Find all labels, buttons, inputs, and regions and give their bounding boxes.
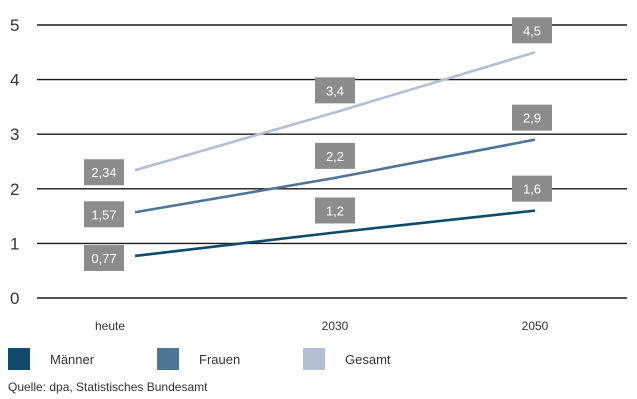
- series-line-0: [134, 209, 536, 258]
- source-note: Quelle: dpa, Statistisches Bundesamt: [8, 380, 208, 394]
- data-label-box: [84, 201, 124, 228]
- data-label-box: [84, 159, 124, 186]
- data-label-box: [315, 197, 355, 224]
- data-label-box: [84, 244, 124, 271]
- y-axis-ticks: 0 1 2 3 4 5: [10, 16, 19, 308]
- data-label-text: 2,34: [91, 165, 116, 180]
- x-tick-label: heute: [95, 319, 125, 333]
- data-label-box: [512, 175, 552, 202]
- data-label-box: [512, 104, 552, 131]
- data-label: 1,57: [84, 201, 124, 228]
- legend-swatch-gesamt: [303, 348, 325, 370]
- series-lines: [134, 51, 536, 258]
- x-axis-ticks: heute 2030 2050: [95, 319, 549, 333]
- data-label: 4,5: [512, 17, 552, 44]
- y-tick-label: 4: [10, 71, 19, 90]
- legend-label-maenner: Männer: [50, 351, 95, 367]
- data-label-text: 2,9: [523, 111, 541, 126]
- legend-swatch-maenner: [8, 348, 30, 370]
- data-label-text: 1,2: [326, 203, 344, 218]
- data-label-text: 3,4: [326, 83, 344, 98]
- y-tick-label: 5: [10, 16, 19, 35]
- data-label: 3,4: [315, 77, 355, 104]
- data-label-text: 4,5: [523, 23, 541, 38]
- legend-item-gesamt: Gesamt: [303, 346, 391, 372]
- y-tick-label: 1: [10, 234, 19, 253]
- legend-item-frauen: Frauen: [157, 346, 240, 372]
- data-label-box: [315, 77, 355, 104]
- data-label: 0,77: [84, 244, 124, 271]
- series-line-1: [134, 138, 536, 214]
- data-label: 2,9: [512, 104, 552, 131]
- data-label: 1,2: [315, 197, 355, 224]
- data-label-text: 2,2: [326, 149, 344, 164]
- data-label-text: 1,6: [523, 182, 541, 197]
- y-tick-label: 0: [10, 289, 19, 308]
- legend-item-maenner: Männer: [8, 346, 94, 372]
- data-label: 2,34: [84, 159, 124, 186]
- data-label-box: [315, 142, 355, 169]
- x-tick-label: 2050: [522, 319, 549, 333]
- legend-label-gesamt: Gesamt: [345, 351, 391, 367]
- x-tick-label: 2030: [322, 319, 349, 333]
- data-label: 1,6: [512, 175, 552, 202]
- y-tick-label: 3: [10, 125, 19, 144]
- line-chart: 0 1 2 3 4 5 heute 2030 2050 0,77 1,2 1,6 1,57 2,2 2,…: [10, 16, 627, 333]
- data-label-box: [512, 17, 552, 44]
- legend-label-frauen: Frauen: [199, 351, 241, 367]
- data-labels: 0,77 1,2 1,6 1,57 2,2 2,9 2,34 3,4 4,5: [84, 17, 552, 271]
- data-label-text: 0,77: [91, 251, 116, 266]
- data-label: 2,2: [315, 142, 355, 169]
- y-tick-label: 2: [10, 180, 19, 199]
- data-label-text: 1,57: [91, 207, 116, 222]
- series-line-2: [134, 51, 536, 172]
- legend-swatch-frauen: [157, 348, 179, 370]
